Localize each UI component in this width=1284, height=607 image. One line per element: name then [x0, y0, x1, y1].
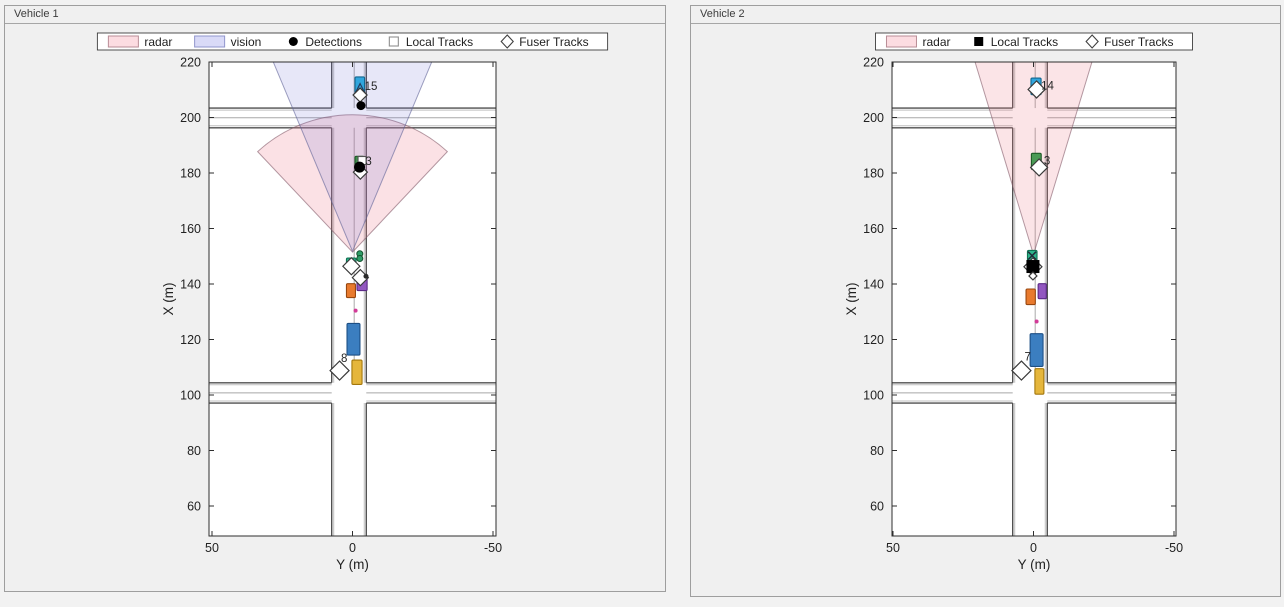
- circle-small-marker: [356, 254, 364, 262]
- actor-vehicle: [346, 322, 361, 356]
- y-tick-label: 60: [870, 500, 884, 514]
- actor-vehicle: [1029, 333, 1044, 367]
- track-id-label: 3: [1044, 155, 1050, 167]
- x-tick-label: 50: [205, 541, 219, 555]
- dot-marker: [1034, 319, 1039, 324]
- y-axis-label: X (m): [161, 283, 176, 316]
- actor-vehicle: [1034, 368, 1045, 395]
- actor-vehicle: [1025, 288, 1036, 306]
- road-network: [892, 62, 1176, 536]
- legend-label: Detections: [305, 35, 362, 49]
- diamond-open-marker: [1011, 360, 1032, 381]
- x-tick-label: 50: [886, 541, 900, 555]
- y-axis-label: X (m): [844, 283, 859, 316]
- vehicle-1-panel: radar vision Detections Local Tracks Fuser T…: [4, 5, 666, 592]
- legend-label: Fuser Tracks: [1104, 35, 1173, 49]
- legend-label: Local Tracks: [406, 35, 473, 49]
- radar-coverage-area: [256, 114, 449, 253]
- panel-title: Vehicle 2: [700, 8, 745, 20]
- x-tick-label: -50: [484, 541, 502, 555]
- axes-background: [209, 62, 496, 536]
- x-axis-label: Y (m): [336, 557, 369, 572]
- y-tick-label: 180: [863, 167, 884, 181]
- circle-filled-marker: [356, 101, 366, 111]
- vision-coverage-area: [272, 62, 433, 253]
- diamond-open-marker: [329, 360, 350, 381]
- track-id-label: 8: [341, 353, 347, 365]
- legend-radar-swatch: [885, 35, 917, 48]
- vehicle-2-panel: radar Local Tracks Fuser Tracks 14 3 7 50 0 -50 2…: [690, 5, 1281, 597]
- y-tick-label: 140: [180, 278, 201, 292]
- dot-marker: [363, 273, 369, 279]
- legend-label: radar: [922, 35, 950, 49]
- legend-vision-swatch: [194, 35, 226, 48]
- legend-radar-swatch: [107, 35, 139, 48]
- panel-titlebar: Vehicle 2: [691, 6, 1280, 24]
- x-tick-label: 0: [349, 541, 356, 555]
- markers: [329, 82, 370, 381]
- road-network: [209, 62, 496, 536]
- y-tick-label: 200: [180, 111, 201, 125]
- x-tick-label: -50: [1165, 541, 1183, 555]
- x-axis-label: Y (m): [1018, 557, 1051, 572]
- panel-titlebar: Vehicle 1: [5, 6, 665, 24]
- axes: 50 0 -50 220 200 180 160 140 120 100 80 60 Y (m) X (m…: [844, 56, 1183, 573]
- legend-label: vision: [231, 35, 262, 49]
- axes: 50 0 -50 220 200 180 160 140 120 100 80 60 Y (m) X (m…: [161, 56, 502, 573]
- y-tick-label: 80: [187, 444, 201, 458]
- legend-fuser-tracks-icon: [1085, 34, 1099, 49]
- legend: radar vision Detections Local Tracks Fuser T…: [96, 32, 609, 51]
- dot-marker: [353, 308, 358, 313]
- markers: [1011, 80, 1049, 381]
- actor-vehicle: [351, 359, 363, 386]
- legend-local-tracks-icon: [388, 36, 399, 47]
- y-tick-label: 120: [863, 333, 884, 347]
- vehicle-1-birds-eye-plot: radar vision Detections Local Tracks Fuser T…: [96, 32, 609, 573]
- legend-label: radar: [144, 35, 172, 49]
- legend-local-tracks-icon: [974, 37, 984, 46]
- y-tick-label: 160: [863, 222, 884, 236]
- diamond-open-marker: [342, 256, 361, 276]
- y-tick-label: 180: [180, 167, 201, 181]
- track-id-label: 14: [1041, 80, 1054, 92]
- track-id-label: 7: [1025, 352, 1031, 364]
- legend-label: Local Tracks: [991, 35, 1058, 49]
- panel-title: Vehicle 1: [14, 8, 59, 20]
- diamond-open-marker: [1027, 80, 1046, 99]
- y-tick-label: 220: [180, 56, 201, 70]
- y-tick-label: 120: [180, 333, 201, 347]
- y-tick-label: 160: [180, 222, 201, 236]
- x-tick-label: 0: [1030, 541, 1037, 555]
- legend: radar Local Tracks Fuser Tracks: [875, 32, 1193, 51]
- diamond-open-marker: [1028, 271, 1038, 281]
- y-tick-label: 80: [870, 444, 884, 458]
- y-tick-label: 200: [863, 111, 884, 125]
- square-filled-marker: [1026, 260, 1040, 274]
- y-tick-label: 220: [863, 56, 884, 70]
- circle-filled-marker: [354, 161, 366, 173]
- y-tick-label: 100: [863, 389, 884, 403]
- y-tick-label: 140: [863, 278, 884, 292]
- legend-label: Fuser Tracks: [519, 35, 588, 49]
- legend-detections-icon: [288, 37, 298, 46]
- y-tick-label: 60: [187, 500, 201, 514]
- plot-area: 14 3 7: [892, 62, 1176, 536]
- y-tick-label: 100: [180, 389, 201, 403]
- track-id-label: 15: [365, 81, 378, 93]
- legend-fuser-tracks-icon: [500, 34, 514, 49]
- actor-vehicle: [1037, 283, 1047, 300]
- track-id-label: 3: [365, 156, 371, 168]
- actor-vehicle: [345, 283, 357, 299]
- vehicle-2-birds-eye-plot: radar Local Tracks Fuser Tracks 14 3 7 50 0 -50 2…: [844, 32, 1193, 573]
- diamond-open-marker: [1029, 158, 1049, 177]
